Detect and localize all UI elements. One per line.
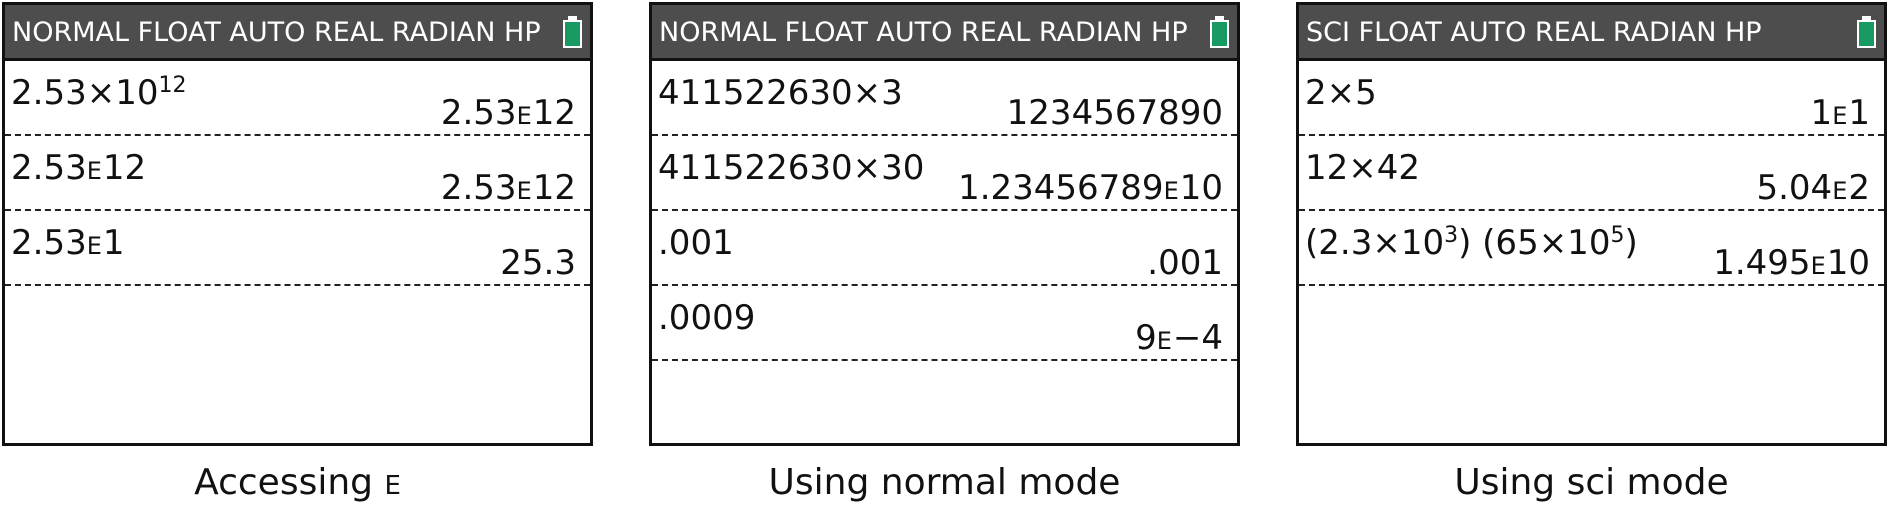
mode-status-text: NORMAL FLOAT AUTO REAL RADIAN HP bbox=[659, 17, 1188, 48]
entry-result: 1234567890 bbox=[1007, 93, 1223, 133]
text-segment: .0009 bbox=[658, 298, 756, 338]
history-entry[interactable]: .001 .001 bbox=[652, 211, 1237, 286]
history-entry[interactable]: 411522630×30 1.23456789E10 bbox=[652, 136, 1237, 211]
entry-expression: 411522630×30 bbox=[658, 148, 924, 188]
history-entry[interactable]: 2.53E1 25.3 bbox=[5, 211, 590, 286]
history-entry[interactable]: 12×42 5.04E2 bbox=[1299, 136, 1884, 211]
text-segment: 5.04 bbox=[1756, 168, 1833, 208]
history-entry[interactable]: 411522630×3 1234567890 bbox=[652, 61, 1237, 136]
history-entry[interactable]: .0009 9E−4 bbox=[652, 286, 1237, 361]
entry-expression: 2.53×1012 bbox=[11, 73, 186, 113]
text-segment: 2×5 bbox=[1305, 73, 1377, 113]
text-segment: (2.3×10 bbox=[1305, 223, 1445, 263]
entry-expression: .001 bbox=[658, 223, 734, 263]
text-segment: 411522630×30 bbox=[658, 148, 925, 188]
text-segment: 12 bbox=[532, 93, 576, 133]
calculator-screen-3: SCI FLOAT AUTO REAL RADIAN HP 2×5 1E1 12×4… bbox=[1296, 2, 1887, 446]
entry-expression: 2×5 bbox=[1305, 73, 1377, 113]
text-segment: 12 bbox=[102, 148, 147, 188]
status-bar: NORMAL FLOAT AUTO REAL RADIAN HP bbox=[5, 5, 590, 61]
ee-symbol: E bbox=[384, 471, 401, 501]
entry-result: 1.23456789E10 bbox=[958, 168, 1223, 208]
text-segment: 1 bbox=[1810, 93, 1833, 133]
text-segment: −4 bbox=[1172, 318, 1223, 358]
mode-status-text: SCI FLOAT AUTO REAL RADIAN HP bbox=[1306, 17, 1762, 48]
ee-symbol: E bbox=[516, 177, 533, 205]
entry-result: 2.53E12 bbox=[441, 168, 576, 208]
text-segment: 12 bbox=[532, 168, 576, 208]
calculator-screen-1: NORMAL FLOAT AUTO REAL RADIAN HP 2.53×10… bbox=[2, 2, 593, 446]
history-entry[interactable]: (2.3×103) (65×105) 1.495E10 bbox=[1299, 211, 1884, 286]
text-segment: 1234567890 bbox=[1006, 93, 1223, 133]
history-entry[interactable]: 2.53E12 2.53E12 bbox=[5, 136, 590, 211]
entry-result: 1.495E10 bbox=[1713, 243, 1870, 283]
exponent: 12 bbox=[158, 73, 187, 98]
history-list: 411522630×3 1234567890 411522630×30 1.23456… bbox=[652, 61, 1237, 361]
battery-icon bbox=[1857, 16, 1876, 48]
entry-expression: .0009 bbox=[658, 298, 755, 338]
calculator-screen-2: NORMAL FLOAT AUTO REAL RADIAN HP 4115226… bbox=[649, 2, 1240, 446]
history-entry[interactable]: 2.53×1012 2.53E12 bbox=[5, 61, 590, 136]
text-segment: 2.53×10 bbox=[11, 73, 159, 113]
history-list: 2.53×1012 2.53E12 2.53E12 2.53E12 2.53E1 25.3 bbox=[5, 61, 590, 286]
text-segment: 2 bbox=[1848, 168, 1870, 208]
text-segment: .001 bbox=[658, 223, 734, 263]
entry-result: 9E−4 bbox=[1135, 318, 1223, 358]
text-segment: 2.53 bbox=[440, 168, 517, 208]
ee-symbol: E bbox=[86, 157, 103, 185]
text-segment: 1 bbox=[102, 223, 125, 263]
battery-icon bbox=[563, 16, 582, 48]
status-bar: NORMAL FLOAT AUTO REAL RADIAN HP bbox=[652, 5, 1237, 61]
text-segment: ) bbox=[1624, 223, 1638, 263]
exponent: 5 bbox=[1610, 223, 1625, 248]
entry-expression: 2.53E1 bbox=[11, 223, 125, 263]
ee-symbol: E bbox=[1810, 252, 1827, 280]
history-list: 2×5 1E1 12×42 5.04E2 (2.3×103) (65×105) 1.495… bbox=[1299, 61, 1884, 286]
ee-symbol: E bbox=[516, 102, 533, 130]
entry-result: 2.53E12 bbox=[441, 93, 576, 133]
text-segment: 12×42 bbox=[1305, 148, 1421, 188]
ee-symbol: E bbox=[86, 232, 103, 260]
text-segment: 2.53 bbox=[11, 148, 87, 188]
exponent: 3 bbox=[1444, 223, 1459, 248]
ee-symbol: E bbox=[1832, 102, 1849, 130]
entry-result: 1E1 bbox=[1811, 93, 1870, 133]
text-segment: 2.53 bbox=[11, 223, 87, 263]
text-segment: 411522630×3 bbox=[658, 73, 903, 113]
text-segment: 10 bbox=[1179, 168, 1223, 208]
mode-status-text: NORMAL FLOAT AUTO REAL RADIAN HP bbox=[12, 17, 541, 48]
entry-expression: 2.53E12 bbox=[11, 148, 146, 188]
entry-expression: 12×42 bbox=[1305, 148, 1420, 188]
text-segment: 2.53 bbox=[440, 93, 517, 133]
caption-accessing-e: Accessing E bbox=[194, 462, 401, 503]
ee-symbol: E bbox=[1156, 327, 1173, 355]
text-segment: 10 bbox=[1826, 243, 1870, 283]
entry-result: 5.04E2 bbox=[1756, 168, 1870, 208]
battery-icon bbox=[1210, 16, 1229, 48]
caption-normal-mode: Using normal mode bbox=[768, 462, 1121, 503]
entry-expression: (2.3×103) (65×105) bbox=[1305, 223, 1638, 263]
text-segment: .001 bbox=[1147, 243, 1223, 283]
history-entry[interactable]: 2×5 1E1 bbox=[1299, 61, 1884, 136]
text-segment: 1.495 bbox=[1713, 243, 1811, 283]
ee-symbol: E bbox=[1832, 177, 1849, 205]
text-segment: 1.23456789 bbox=[958, 168, 1164, 208]
text-segment: ) (65×10 bbox=[1458, 223, 1611, 263]
entry-result: 25.3 bbox=[500, 243, 576, 283]
caption-sci-mode: Using sci mode bbox=[1454, 462, 1729, 503]
ee-symbol: E bbox=[1163, 177, 1180, 205]
text-segment: 9 bbox=[1135, 318, 1157, 358]
entry-result: .001 bbox=[1147, 243, 1223, 283]
entry-expression: 411522630×3 bbox=[658, 73, 903, 113]
text-segment: 25.3 bbox=[500, 243, 576, 283]
status-bar: SCI FLOAT AUTO REAL RADIAN HP bbox=[1299, 5, 1884, 61]
text-segment: 1 bbox=[1848, 93, 1870, 133]
